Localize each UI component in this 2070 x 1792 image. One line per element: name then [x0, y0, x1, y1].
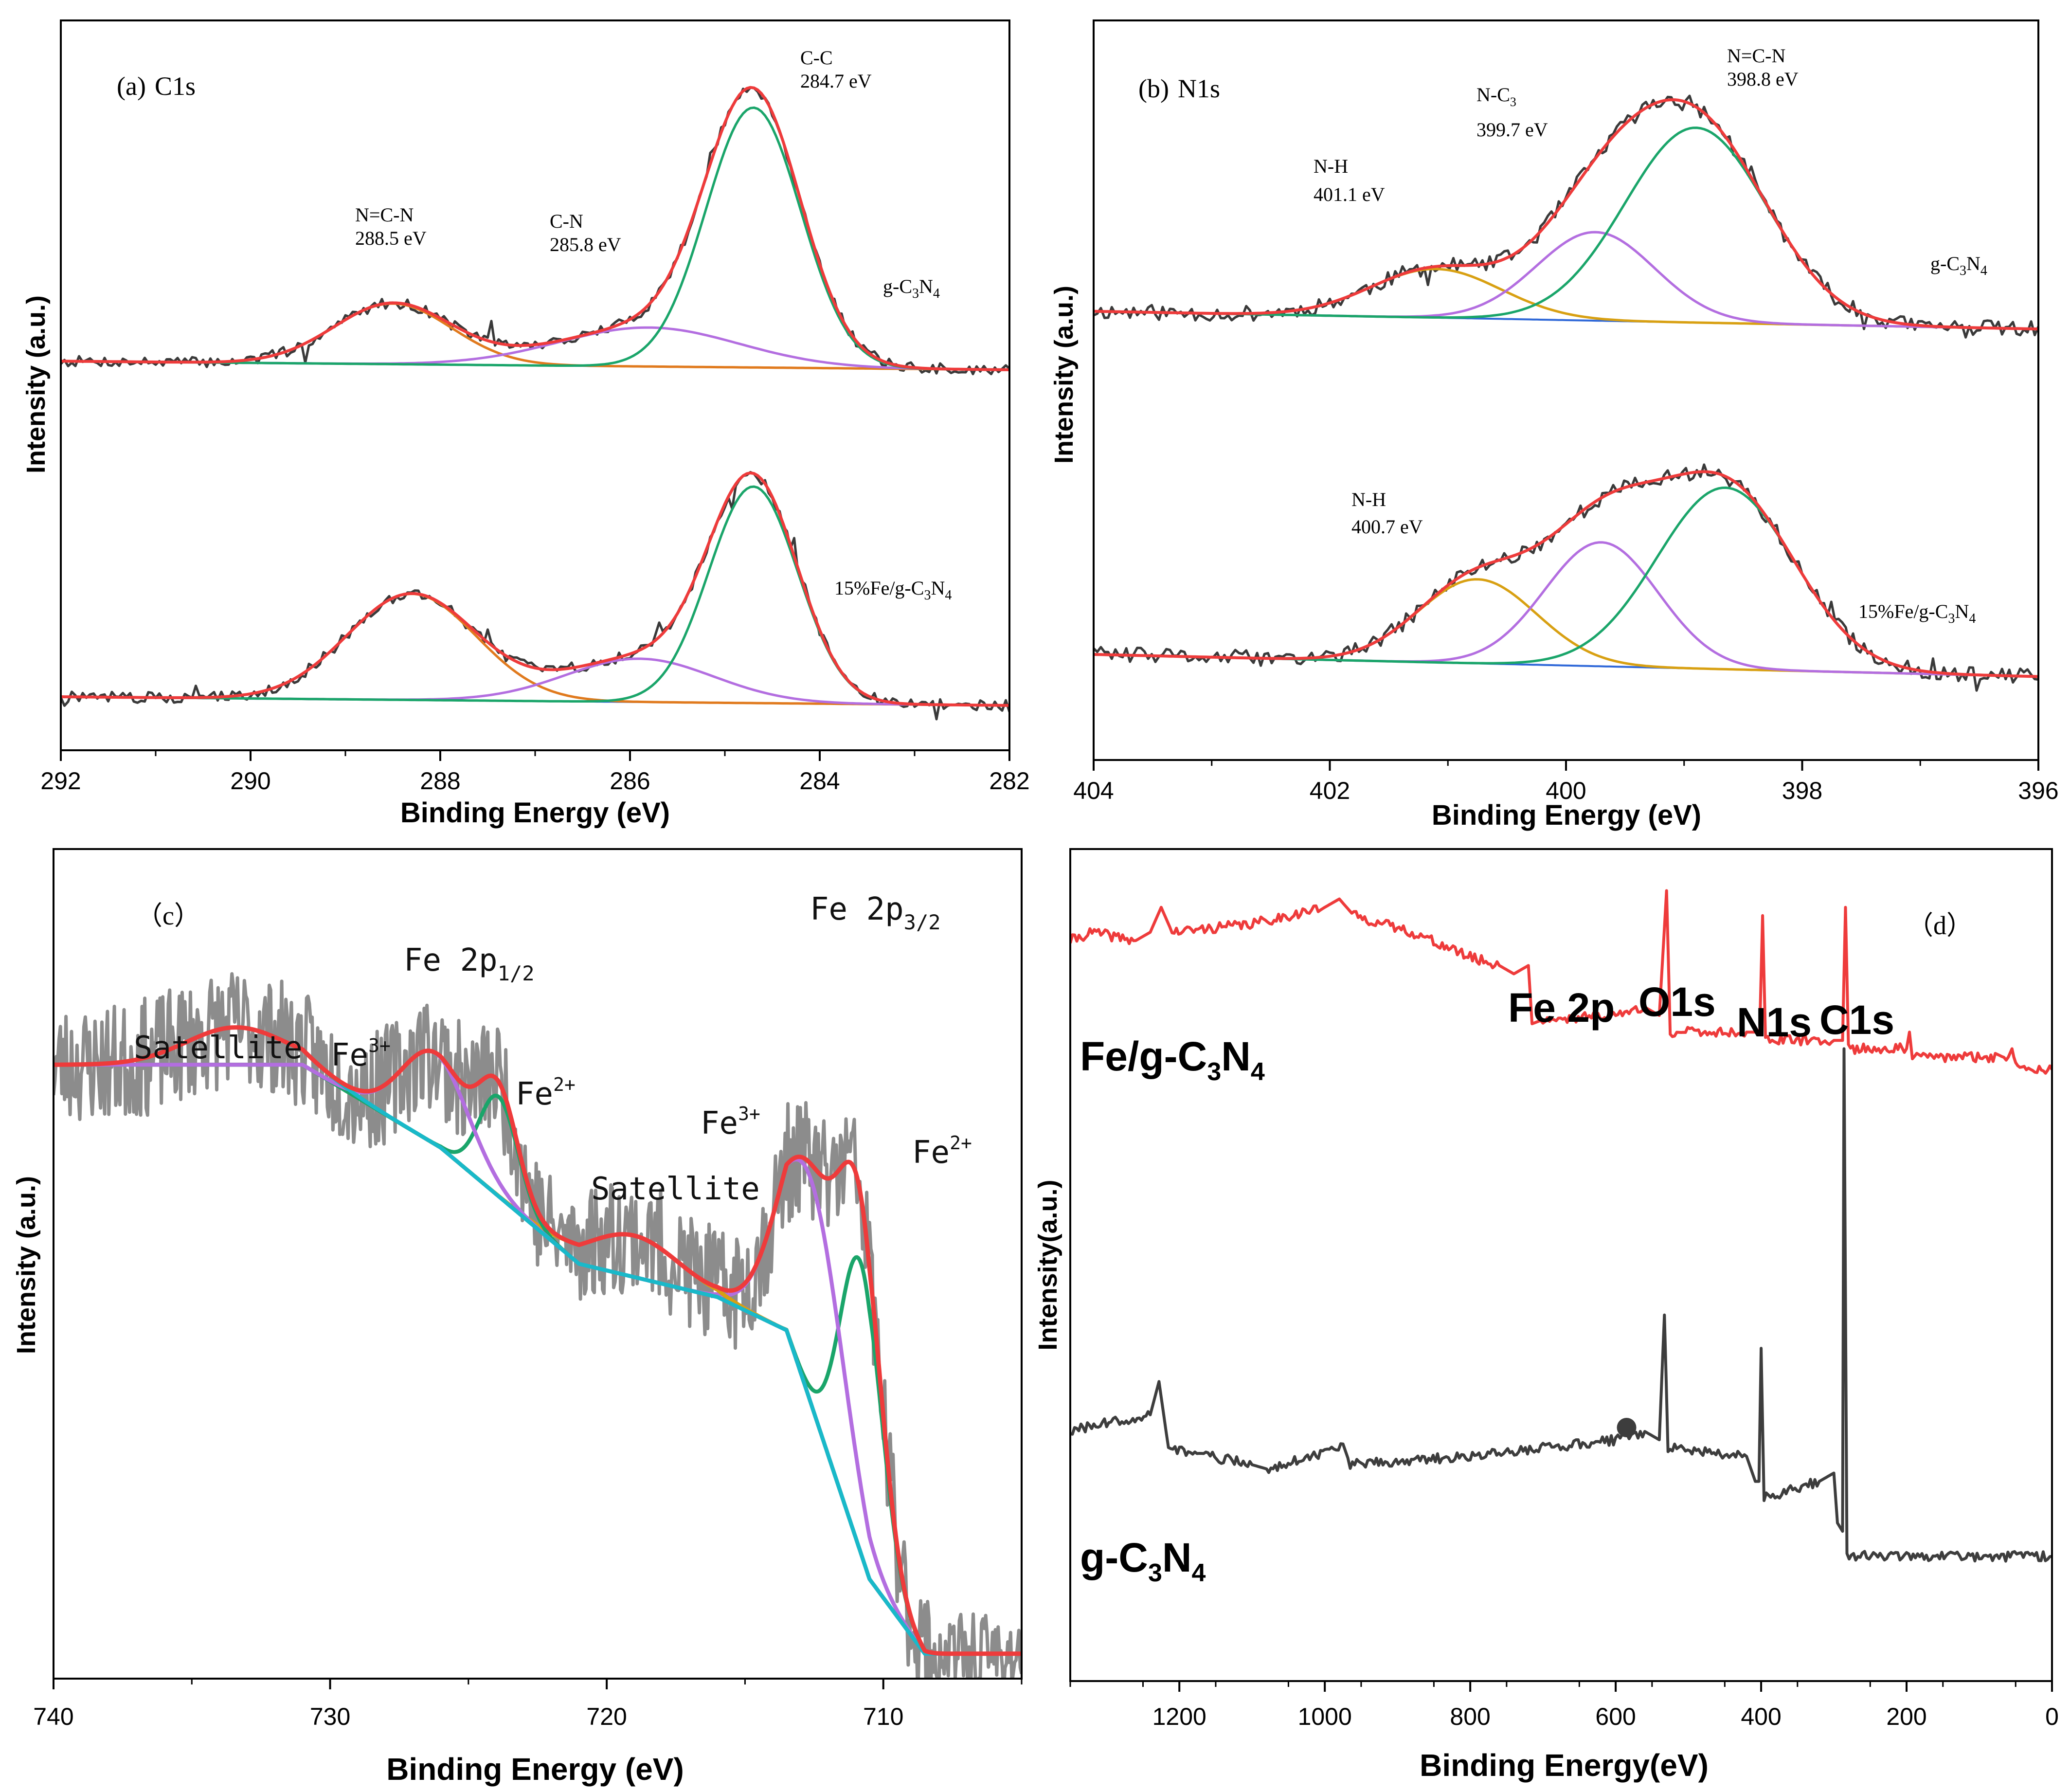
panel-c-label-satellite-mid: Satellite — [591, 1171, 760, 1207]
panel-b-annot-nc3: N-C3 399.7 eV — [1476, 84, 1548, 141]
spectrum-fit-top — [61, 86, 1009, 371]
panel-b-frame — [1093, 19, 2039, 761]
panel-b-x-ticks: 404 402 400 398 396 — [1073, 760, 2059, 804]
x-tick-label: 800 — [1450, 1703, 1490, 1730]
x-tick-label: 404 — [1073, 777, 1114, 804]
panel-d-xlabel: Binding Energy(eV) — [1420, 1748, 1709, 1783]
panel-b-sample-top: g-C3N4 — [1930, 253, 1987, 278]
panel-a-xlabel: Binding Energy (eV) — [400, 797, 670, 829]
x-tick-label: 0 — [2045, 1703, 2059, 1730]
panel-b: 404 402 400 398 396 (b) N1s Binding Energy (e… — [1049, 19, 2059, 831]
panel-c: 740 730 720 710 （c） Binding Energy (eV) Int… — [12, 848, 1023, 1787]
spectrum-fit-bottom — [1094, 470, 2038, 678]
x-tick-label: 600 — [1595, 1703, 1636, 1730]
survey-series-1 — [1070, 1047, 2052, 1563]
panel-b-xlabel: Binding Energy (eV) — [1432, 799, 1701, 831]
survey-series-0 — [1070, 889, 2052, 1075]
panel-d-peak-n1s: N1s — [1737, 999, 1812, 1045]
x-tick-label: 1000 — [1298, 1703, 1352, 1730]
panel-d-label: （d） — [1907, 911, 1973, 940]
panel-a-sample-bottom: 15%Fe/g-C3N4 — [834, 577, 952, 603]
panel-c-ylabel: Intensity (a.u.) — [12, 1176, 41, 1354]
x-tick-label: 290 — [230, 767, 270, 795]
panel-d-curves — [1070, 889, 2052, 1563]
panel-d-frame — [1069, 848, 2053, 1682]
fe2p-marker-dot — [1617, 1418, 1637, 1437]
panel-c-label-fe2p32: Fe 2p3/2 — [810, 891, 941, 934]
panel-d-sample-fe: Fe/g-C3N4 — [1080, 1033, 1265, 1086]
x-tick-label: 284 — [799, 767, 840, 795]
panel-a-annot-cn: C-N 285.8 eV — [550, 210, 621, 255]
panel-a-frame — [60, 19, 1010, 751]
x-tick-label: 1200 — [1152, 1703, 1206, 1730]
panel-b-annot-nh-bottom: N-H 400.7 eV — [1351, 489, 1423, 538]
panel-d-sample-g: g-C3N4 — [1080, 1535, 1206, 1587]
panel-c-curves — [54, 972, 1022, 1679]
panel-b-sample-bottom: 15%Fe/g-C3N4 — [1858, 600, 1976, 626]
panel-b-annot-ncn: N=C-N 398.8 eV — [1727, 45, 1799, 90]
spectrum-fit-top — [1094, 98, 2038, 331]
panel-a-label: (a) C1s — [117, 72, 196, 101]
panel-c-label-fe3-right: Fe3+ — [701, 1103, 760, 1141]
panel-d-ylabel: Intensity(a.u.) — [1033, 1179, 1062, 1350]
x-tick-label: 282 — [989, 767, 1029, 795]
panel-b-label: (b) N1s — [1138, 74, 1220, 103]
x-tick-label: 402 — [1310, 777, 1350, 804]
panel-a-annot-ncn: N=C-N 288.5 eV — [355, 204, 427, 249]
x-tick-label: 396 — [2018, 777, 2058, 804]
x-tick-label: 200 — [1886, 1703, 1926, 1730]
panel-c-label-fe2-left: Fe2+ — [516, 1074, 576, 1112]
panel-d-peak-fe2p: Fe 2p — [1508, 985, 1615, 1031]
panel-b-annot-nh-top: N-H 401.1 eV — [1314, 155, 1385, 205]
x-tick-label: 400 — [1741, 1703, 1781, 1730]
panel-a-sample-top: g-C3N4 — [883, 275, 940, 301]
panel-d-peak-c1s: C1s — [1819, 997, 1894, 1043]
panel-c-label-fe3-left: Fe3+ — [331, 1035, 391, 1073]
x-tick-label: 398 — [1782, 777, 1822, 804]
panel-c-label-fe2-right: Fe2+ — [912, 1132, 972, 1171]
panel-a: 292 290 288 286 284 282 (a) C1s Binding Energy… — [21, 19, 1030, 829]
panel-c-frame — [53, 848, 1023, 1680]
fe2p-fit — [54, 1025, 1022, 1656]
panel-d: 1200 1000 800 600 400 200 0 （d） Binding Energy… — [1033, 848, 2059, 1783]
x-tick-label: 740 — [33, 1703, 73, 1730]
spectrum-fit-bottom — [61, 471, 1009, 707]
x-tick-label: 720 — [586, 1703, 627, 1730]
x-tick-label: 710 — [863, 1703, 903, 1730]
panel-a-annot-cc: C-C 284.7 eV — [800, 47, 872, 92]
x-tick-label: 286 — [610, 767, 650, 795]
panel-d-x-ticks: 1200 1000 800 600 400 200 0 — [1069, 1681, 2059, 1730]
panel-b-curves — [1094, 94, 2038, 692]
panel-c-label-satellite-left: Satellite — [134, 1030, 303, 1066]
x-tick-label: 292 — [40, 767, 81, 795]
panel-d-peak-o1s: O1s — [1638, 979, 1716, 1025]
panel-c-xlabel: Binding Energy (eV) — [386, 1752, 684, 1787]
panel-c-label-fe2p12: Fe 2p1/2 — [404, 942, 535, 985]
x-tick-label: 288 — [420, 767, 460, 795]
x-tick-label: 400 — [1546, 777, 1586, 804]
panel-c-label: （c） — [136, 901, 200, 930]
panel-a-curves — [61, 86, 1009, 721]
panel-b-ylabel: Intensity (a.u.) — [1049, 286, 1079, 464]
panel-a-x-ticks: 292 290 288 286 284 282 — [40, 750, 1030, 795]
panel-a-ylabel: Intensity (a.u.) — [21, 295, 51, 473]
x-tick-label: 730 — [310, 1703, 350, 1730]
panel-c-x-ticks: 740 730 720 710 — [33, 1679, 1023, 1730]
